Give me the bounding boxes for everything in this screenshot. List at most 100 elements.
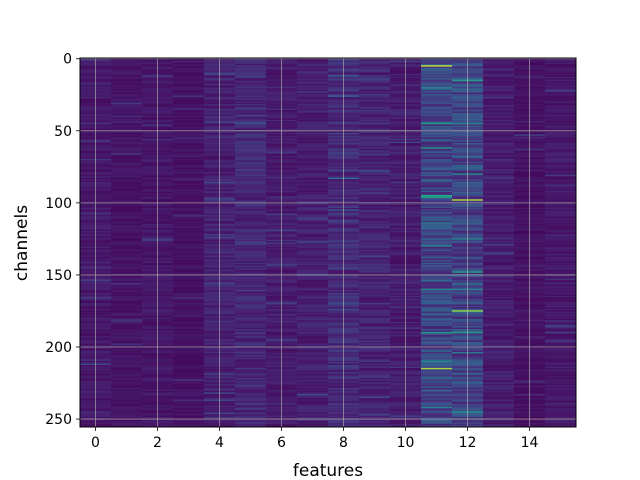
heatmap-cell [421, 179, 453, 181]
heatmap-cell [545, 282, 577, 285]
heatmap-cell [297, 135, 329, 138]
heatmap-cell [173, 153, 205, 155]
heatmap-cell [483, 190, 515, 193]
heatmap-cell [235, 255, 267, 258]
heatmap-cell [359, 239, 391, 242]
heatmap-cell [173, 268, 205, 271]
heatmap-cell [483, 164, 515, 167]
heatmap-cell [235, 66, 267, 69]
heatmap-cell [545, 112, 577, 115]
heatmap-cell [421, 380, 453, 383]
heatmap-cell [483, 356, 515, 359]
heatmap-cell [297, 241, 329, 243]
heatmap-cell [421, 336, 453, 339]
heatmap-cell [297, 334, 329, 337]
heatmap-cell [421, 409, 453, 412]
heatmap-cell [297, 287, 329, 290]
heatmap-cell [421, 251, 453, 253]
heatmap-cell [483, 310, 515, 313]
heatmap-cell [359, 236, 391, 239]
heatmap-cell [173, 393, 205, 396]
heatmap-cell [173, 347, 205, 350]
heatmap-cell [173, 59, 205, 62]
heatmap-cell [483, 184, 515, 187]
heatmap-cell [545, 157, 577, 160]
heatmap-cell [483, 323, 515, 326]
heatmap-cell [421, 65, 453, 68]
heatmap-cell [421, 307, 453, 310]
heatmap-cell [483, 218, 515, 220]
heatmap-cell [359, 99, 391, 102]
heatmap-cell [359, 252, 391, 255]
heatmap-cell [359, 411, 391, 413]
heatmap-cell [421, 199, 453, 202]
heatmap-cell [235, 170, 267, 173]
heatmap-cell [359, 63, 391, 66]
heatmap-cell [359, 101, 391, 104]
heatmap-cell [545, 203, 577, 206]
heatmap-cell [483, 235, 515, 238]
heatmap-cell [297, 197, 329, 200]
heatmap-cell [111, 194, 143, 197]
heatmap-cell [421, 367, 453, 370]
heatmap-cell [173, 416, 205, 419]
heatmap-cell [235, 177, 267, 180]
heatmap-cell [111, 235, 143, 238]
heatmap-cell [545, 160, 577, 163]
heatmap-cell [483, 180, 515, 183]
heatmap-cell [111, 168, 143, 171]
heatmap-cell [235, 115, 267, 118]
heatmap-cell [111, 419, 143, 422]
heatmap-cell [111, 141, 143, 144]
heatmap-cell [545, 265, 577, 268]
heatmap-cell [421, 421, 453, 424]
heatmap-cell [359, 122, 391, 125]
heatmap-cell [359, 212, 391, 215]
heatmap-cell [111, 366, 143, 369]
heatmap-cell [111, 334, 143, 337]
heatmap-cell [173, 115, 205, 118]
heatmap-cell [111, 154, 143, 157]
heatmap-cell [173, 376, 205, 379]
heatmap-cell [359, 148, 391, 151]
heatmap-cell [111, 140, 143, 142]
heatmap-cell [421, 419, 453, 422]
heatmap-cell [359, 125, 391, 128]
heatmap-cell [235, 292, 267, 295]
heatmap-cell [421, 173, 453, 176]
heatmap-cell [545, 98, 577, 101]
heatmap-cell [545, 301, 577, 304]
heatmap-cell [235, 390, 267, 393]
heatmap-cell [111, 285, 143, 288]
heatmap-cell [235, 403, 267, 406]
heatmap-cell [545, 125, 577, 128]
heatmap-cell [111, 114, 143, 117]
heatmap-cell [111, 115, 143, 118]
heatmap-cell [421, 422, 453, 425]
heatmap-cell [421, 408, 453, 411]
heatmap-cell [359, 405, 391, 408]
heatmap-cell [483, 194, 515, 197]
heatmap-cell [173, 314, 205, 317]
heatmap-cell [421, 176, 453, 179]
heatmap-cell [545, 232, 577, 235]
heatmap-cell [297, 226, 329, 229]
heatmap-cell [111, 251, 143, 253]
heatmap-cell [173, 258, 205, 261]
heatmap-cell [297, 99, 329, 102]
heatmap-cell [359, 157, 391, 160]
heatmap-cell [173, 137, 205, 140]
heatmap-cell [297, 128, 329, 131]
heatmap-cell [173, 245, 205, 248]
heatmap-cell [421, 252, 453, 255]
heatmap-cell [111, 314, 143, 317]
heatmap-cell [421, 385, 453, 388]
heatmap-cell [421, 194, 453, 197]
heatmap-cell [421, 200, 453, 203]
heatmap-cell [235, 372, 267, 375]
heatmap-cell [359, 425, 391, 428]
heatmap-cell [359, 225, 391, 228]
heatmap-cell [297, 395, 329, 398]
heatmap-cell [545, 111, 577, 114]
